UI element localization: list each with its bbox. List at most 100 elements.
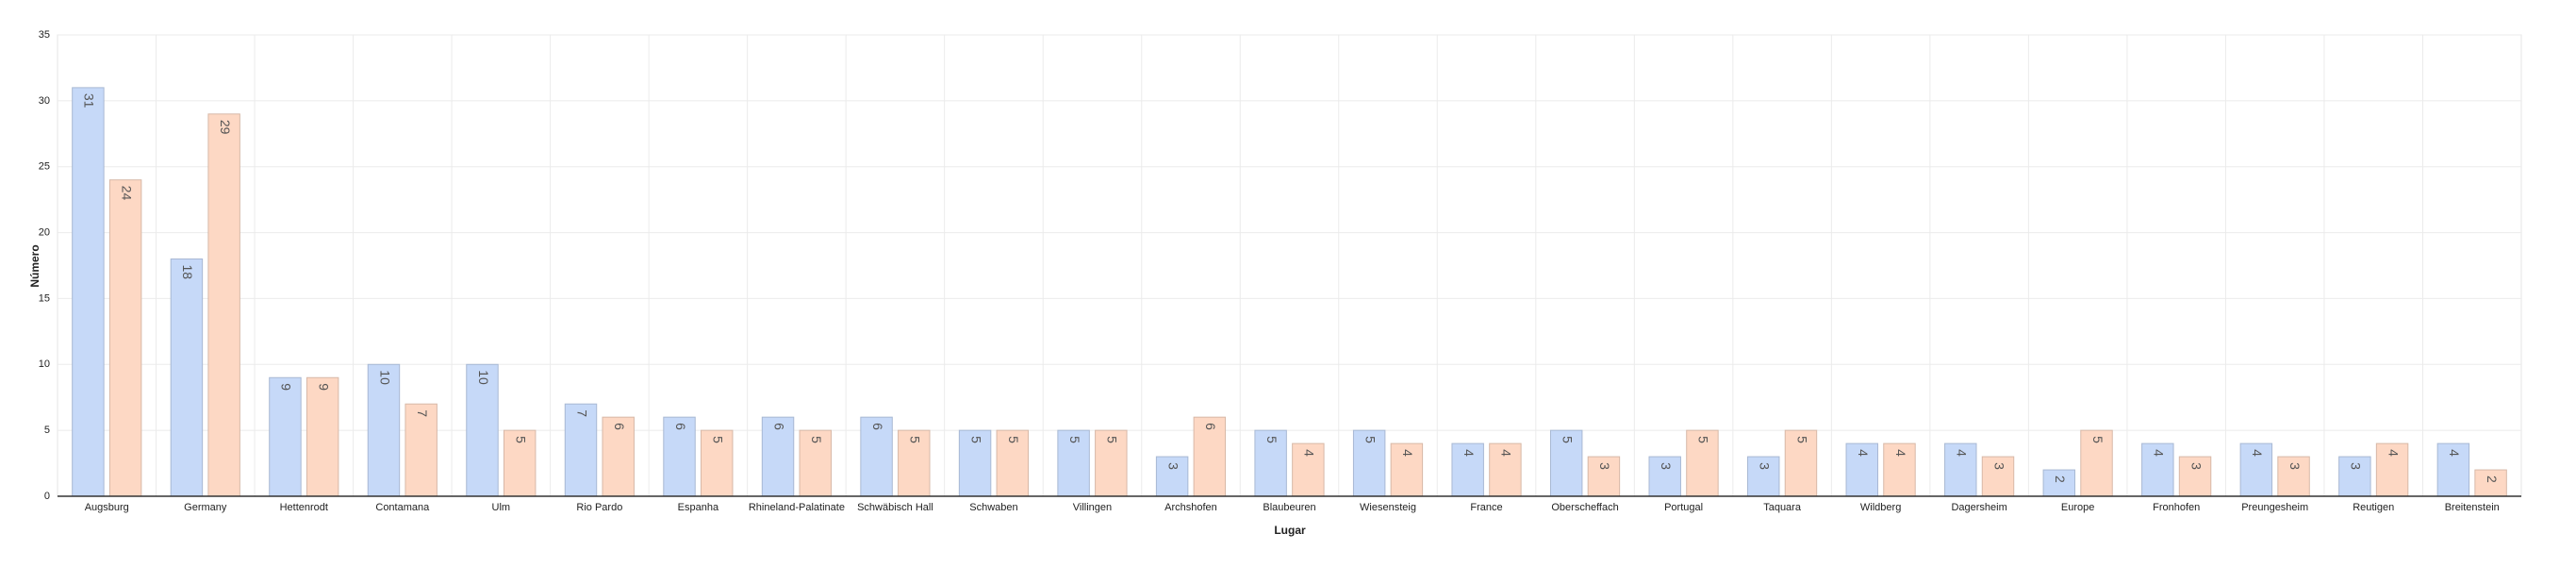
bar	[2141, 442, 2174, 497]
bar	[2239, 442, 2273, 497]
bar	[898, 429, 931, 497]
bar	[1981, 456, 2015, 497]
value-label: 4	[1856, 449, 1871, 457]
value-label: 5	[1105, 436, 1120, 443]
x-tick-label: Germany	[184, 502, 227, 513]
value-label: 4	[1499, 449, 1514, 457]
y-tick-label: 10	[39, 359, 50, 370]
value-label: 5	[1696, 436, 1711, 443]
bar	[367, 363, 401, 497]
bar	[1352, 429, 1386, 497]
value-label: 4	[1400, 449, 1415, 457]
y-tick-label: 15	[39, 292, 50, 304]
value-label: 3	[1165, 462, 1181, 470]
bar	[1451, 442, 1484, 497]
value-label: 6	[612, 423, 627, 430]
bar	[1747, 456, 1780, 497]
value-label: 4	[1893, 449, 1908, 457]
value-label: 5	[908, 436, 923, 443]
x-tick-label: Oberscheffach	[1551, 502, 1618, 513]
bar	[663, 416, 696, 497]
value-label: 9	[316, 383, 331, 391]
value-label: 3	[2188, 462, 2204, 470]
value-label: 3	[2349, 462, 2364, 470]
x-tick-label: Breitenstein	[2445, 502, 2500, 513]
value-label: 29	[218, 120, 233, 135]
x-tick-label: Archshofen	[1164, 502, 1217, 513]
bar	[2436, 442, 2470, 497]
y-tick-label: 30	[39, 95, 50, 107]
value-label: 5	[1264, 436, 1280, 443]
bar	[1648, 456, 1681, 497]
x-tick-label: Preungesheim	[2241, 502, 2308, 513]
bar	[269, 376, 302, 497]
x-tick-label: Rhineland-Palatinate	[749, 502, 845, 513]
x-tick-label: Schwaben	[969, 502, 1017, 513]
value-label: 24	[119, 186, 134, 201]
value-label: 6	[771, 423, 786, 430]
value-label: 18	[180, 265, 195, 280]
y-tick-label: 0	[44, 491, 50, 502]
value-label: 5	[2090, 436, 2105, 443]
value-label: 7	[415, 409, 430, 417]
x-tick-label: Augsburg	[85, 502, 129, 513]
bar	[2375, 442, 2409, 497]
value-label: 3	[1758, 462, 1773, 470]
bar	[2042, 469, 2076, 497]
y-tick-label: 35	[39, 29, 50, 41]
value-label: 2	[2485, 475, 2500, 483]
bar	[958, 429, 992, 497]
value-label: 4	[1302, 449, 1317, 457]
x-tick-label: Rio Pardo	[576, 502, 622, 513]
bar	[761, 416, 795, 497]
x-tick-label: Espanha	[678, 502, 719, 513]
bar	[1845, 442, 1878, 497]
value-label: 5	[513, 436, 528, 443]
value-label: 4	[2386, 449, 2401, 457]
bar	[72, 87, 105, 497]
x-tick-label: Dagersheim	[1951, 502, 2006, 513]
x-tick-label: Taquara	[1763, 502, 1802, 513]
y-axis-title: Número	[28, 244, 41, 287]
bar	[466, 363, 499, 497]
value-label: 3	[2287, 462, 2303, 470]
bar	[2178, 456, 2212, 497]
bar	[1057, 429, 1090, 497]
value-label: 7	[574, 409, 589, 417]
x-tick-label: Schwäbisch Hall	[857, 502, 933, 513]
x-tick-label: Ulm	[492, 502, 511, 513]
x-tick-label: Fronhofen	[2153, 502, 2200, 513]
bar	[1549, 429, 1583, 497]
bar	[1587, 456, 1621, 497]
bar	[207, 113, 240, 497]
bar	[2080, 429, 2113, 497]
bar	[2277, 456, 2310, 497]
bar	[564, 403, 598, 497]
value-label: 9	[279, 383, 294, 391]
value-label: 5	[1067, 436, 1082, 443]
bar	[860, 416, 893, 497]
value-label: 10	[377, 370, 392, 385]
y-tick-label: 5	[44, 425, 50, 436]
value-label: 6	[870, 423, 885, 430]
value-label: 6	[673, 423, 688, 430]
x-tick-label: Contamana	[375, 502, 430, 513]
x-axis-title: Lugar	[1274, 524, 1306, 537]
value-label: 31	[82, 93, 97, 108]
bar	[2338, 456, 2371, 497]
y-tick-label: 25	[39, 161, 50, 173]
bar	[108, 179, 142, 497]
x-tick-label: Hettenrodt	[280, 502, 328, 513]
value-label: 4	[2152, 449, 2167, 457]
value-label: 10	[476, 370, 491, 385]
value-label: 4	[1461, 449, 1477, 457]
bar	[405, 403, 438, 497]
value-label: 3	[1659, 462, 1674, 470]
value-label: 4	[1955, 449, 1970, 457]
value-label: 3	[1597, 462, 1612, 470]
value-label: 3	[1991, 462, 2006, 470]
value-label: 5	[711, 436, 726, 443]
bar	[1254, 429, 1287, 497]
value-label: 4	[2447, 449, 2462, 457]
